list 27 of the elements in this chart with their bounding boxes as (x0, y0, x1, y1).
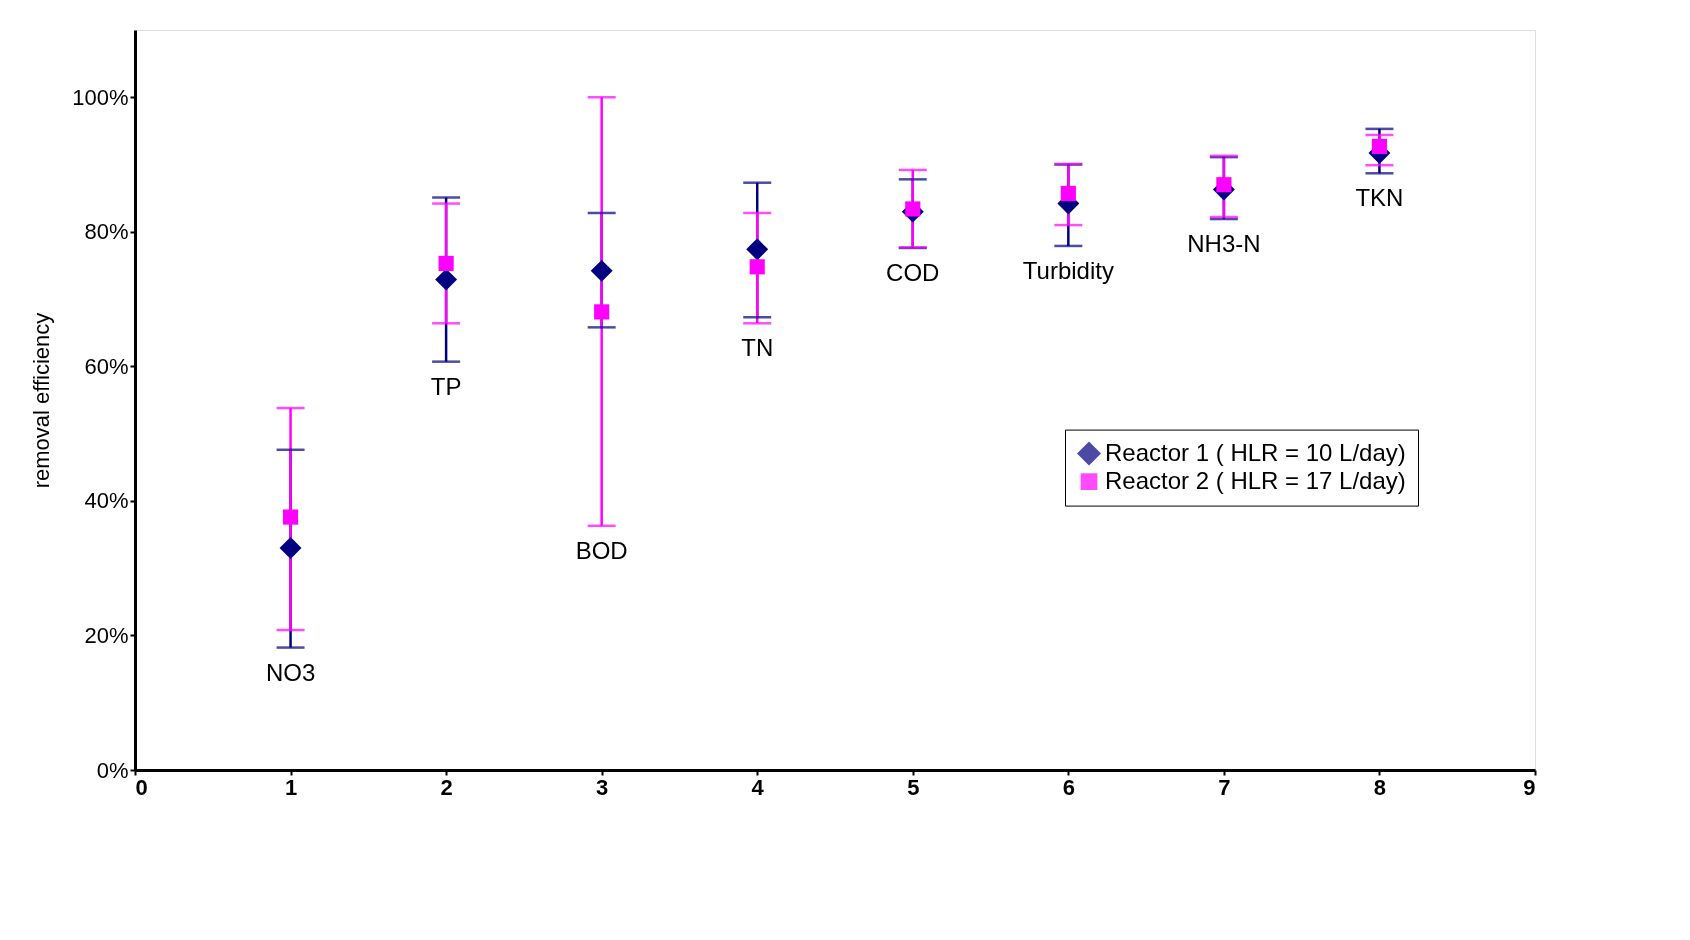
x-tick-label: 9 (1523, 774, 1536, 800)
annotation: TP (430, 372, 462, 400)
y-tick-label: 60% (84, 353, 129, 379)
annotation: BOD (575, 536, 628, 564)
y-tick-label: 20% (84, 622, 129, 648)
x-tick-label: 8 (1373, 774, 1387, 800)
annotation: TKN (1355, 184, 1404, 212)
x-tick-label: 5 (907, 774, 920, 800)
x-tick-label: 7 (1218, 774, 1231, 800)
y-axis-title: removal efficiency (29, 312, 55, 489)
y-tick-label: 100% (72, 84, 129, 110)
legend-label: Reactor 1 ( HLR = 10 L/day) (1105, 438, 1406, 466)
legend-label: Reactor 2 ( HLR = 17 L/day) (1105, 466, 1406, 494)
x-tick-label: 4 (751, 774, 765, 800)
x-tick-label: 2 (440, 774, 453, 800)
annotation: COD (886, 258, 940, 286)
y-tick-label: 0% (96, 757, 129, 783)
annotation: Turbidity (1022, 256, 1114, 284)
annotation: TN (741, 334, 774, 362)
x-tick-label: 6 (1062, 774, 1075, 800)
x-tick-label: 0 (135, 774, 148, 800)
x-tick-label: 1 (284, 774, 298, 800)
y-tick-label: 80% (84, 219, 129, 245)
annotation: NH3-N (1187, 230, 1261, 258)
annotation: NO3 (265, 658, 316, 686)
y-tick-label: 40% (84, 488, 129, 514)
x-tick-label: 3 (596, 774, 609, 800)
